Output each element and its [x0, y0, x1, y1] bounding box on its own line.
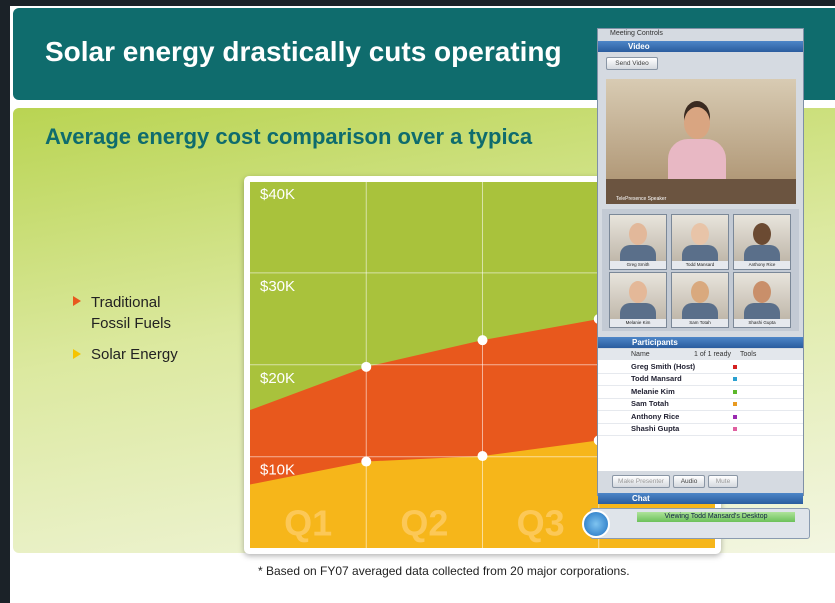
participant-row: Todd Mansard	[631, 374, 682, 383]
data-point	[361, 457, 371, 467]
thumbnail-name: Sam Totah	[672, 319, 728, 327]
thumbnail: Melanie Kim	[609, 272, 667, 328]
meeting-controls: Meeting Controls Video Send Video TelePr…	[597, 28, 804, 496]
data-point	[478, 451, 488, 461]
participant-status	[733, 402, 737, 406]
participant-row: Melanie Kim	[631, 387, 675, 396]
participant-list: Name 1 of 1 ready Tools Greg Smith (Host…	[598, 349, 803, 471]
participant-row: Sam Totah	[631, 399, 669, 408]
thumbnail-name: Greg Smith	[610, 261, 666, 269]
make-presenter-button[interactable]: Make Presenter	[612, 475, 670, 488]
audio-button[interactable]: Audio	[673, 475, 705, 488]
thumbnail: Greg Smith	[609, 214, 667, 270]
thumbnail-name: Anthony Rice	[734, 261, 790, 269]
back-button[interactable]	[582, 510, 610, 538]
thumbnail-grid: Greg Smith Todd Mansard Anthony Rice Melani…	[602, 209, 799, 331]
screen: Solar energy drastically cuts operating …	[0, 0, 835, 603]
row-divider	[598, 385, 803, 386]
participant-status	[733, 427, 737, 431]
row-divider	[598, 435, 803, 436]
participants-header[interactable]: Participants	[598, 337, 803, 348]
thumbnail-name: Shashi Gupta	[734, 319, 790, 327]
video-header[interactable]: Video	[598, 41, 803, 52]
thumbnail-face	[629, 281, 647, 303]
thumbnail: Sam Totah	[671, 272, 729, 328]
thumbnail: Todd Mansard	[671, 214, 729, 270]
thumbnail-name: Melanie Kim	[610, 319, 666, 327]
column-header: Name 1 of 1 ready Tools	[598, 349, 803, 360]
y-tick-label: $20K	[260, 370, 295, 387]
participant-row: Anthony Rice	[631, 412, 679, 421]
panel-title: Meeting Controls	[610, 30, 663, 37]
thumbnail-face	[629, 223, 647, 245]
y-tick-label: $30K	[260, 278, 295, 295]
y-tick-label: $10K	[260, 462, 295, 479]
x-tick-label: Q1	[284, 503, 332, 544]
row-divider	[598, 410, 803, 411]
y-tick-label: $40K	[260, 186, 295, 203]
thumbnail-face	[753, 223, 771, 245]
data-point	[478, 335, 488, 345]
data-point	[361, 362, 371, 372]
thumbnail-face	[691, 223, 709, 245]
speaker-label: TelePresence Speaker	[616, 196, 666, 202]
participant-status	[733, 390, 737, 394]
participant-status	[733, 377, 737, 381]
column-tools: Tools	[740, 349, 756, 360]
thumbnail-face	[753, 281, 771, 303]
row-divider	[598, 373, 803, 374]
thumbnail: Shashi Gupta	[733, 272, 791, 328]
participant-status	[733, 415, 737, 419]
x-tick-label: Q3	[517, 503, 565, 544]
participant-row: Shashi Gupta	[631, 424, 679, 433]
participant-status	[733, 365, 737, 369]
thumbnail-face	[691, 281, 709, 303]
row-divider	[598, 423, 803, 424]
participants-header-text: Participants	[598, 338, 678, 347]
chat-header[interactable]: Chat	[598, 493, 803, 504]
status-text: Viewing Todd Mansard's Desktop	[637, 512, 795, 522]
row-divider	[598, 398, 803, 399]
chat-header-text: Chat	[598, 494, 650, 503]
status-bar: Viewing Todd Mansard's Desktop	[590, 508, 810, 539]
video-feed	[606, 79, 796, 204]
x-tick-label: Q2	[400, 503, 448, 544]
thumbnail: Anthony Rice	[733, 214, 791, 270]
video-header-text: Video	[598, 42, 650, 51]
speaker-head	[684, 107, 710, 139]
column-name: Name	[631, 349, 650, 360]
column-ready: 1 of 1 ready	[694, 349, 731, 360]
thumbnail-name: Todd Mansard	[672, 261, 728, 269]
participant-row: Greg Smith (Host)	[631, 362, 695, 371]
mute-button[interactable]: Mute	[708, 475, 738, 488]
send-video-button[interactable]: Send Video	[606, 57, 658, 70]
